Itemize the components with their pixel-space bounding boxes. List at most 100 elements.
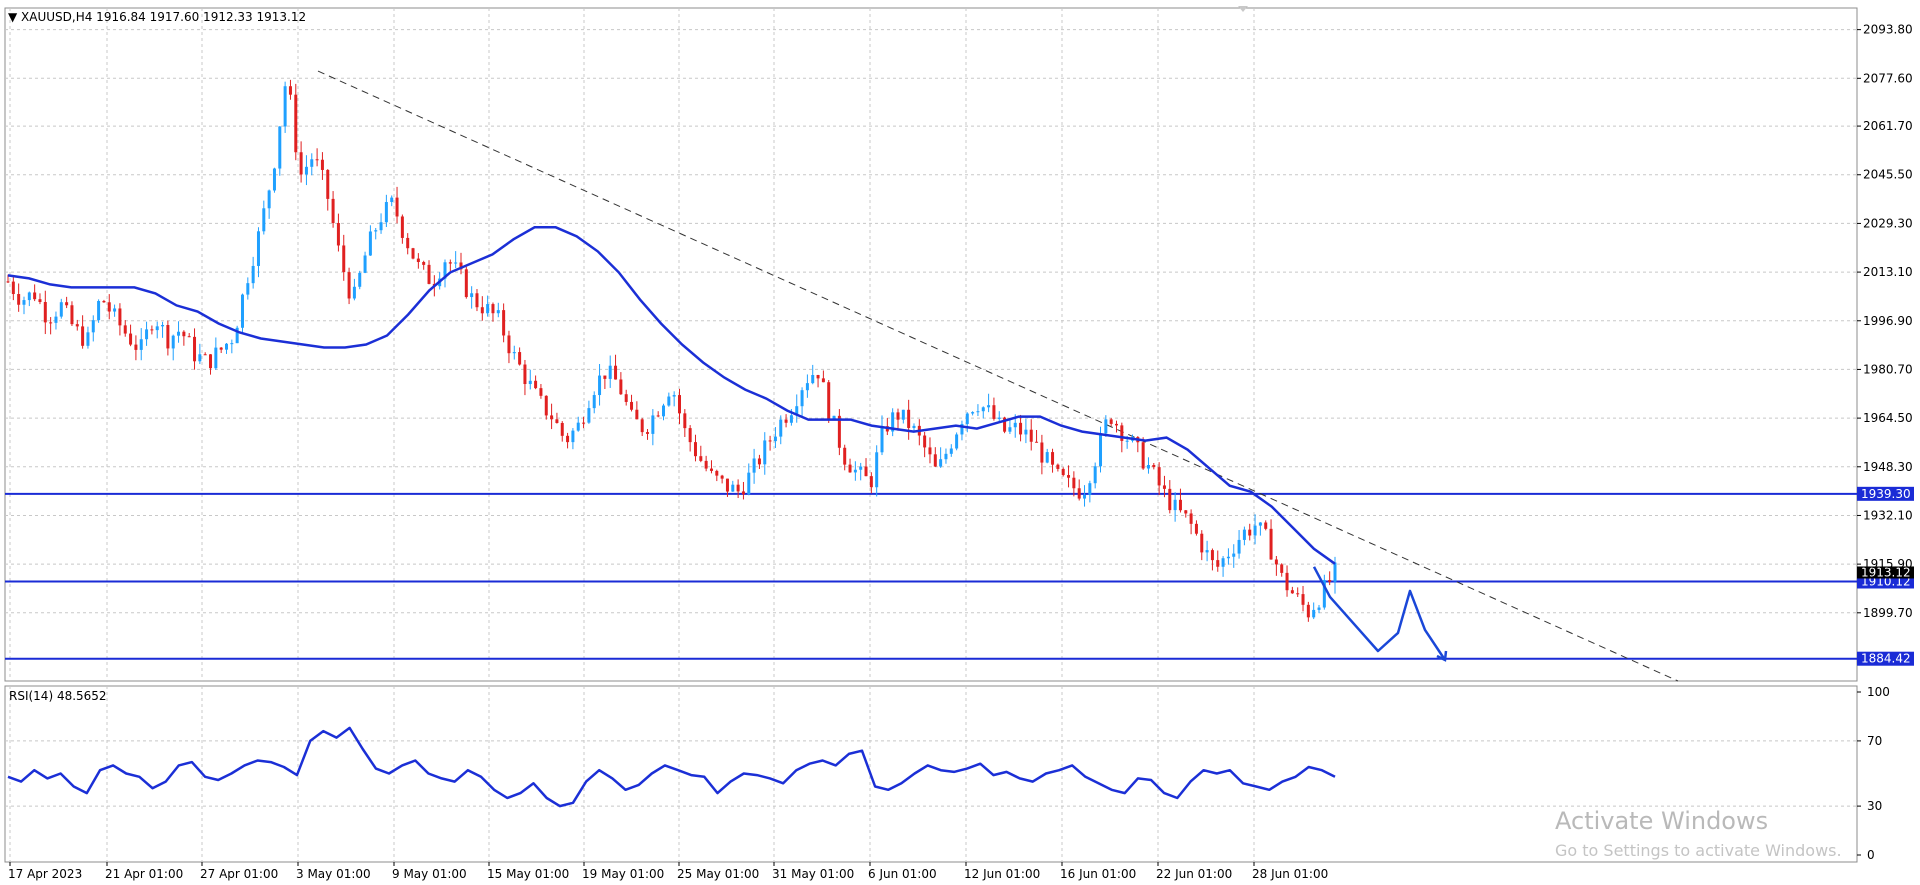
candle-body bbox=[1194, 523, 1198, 534]
candle-body bbox=[752, 458, 756, 473]
candle-body bbox=[368, 231, 372, 256]
candle-body bbox=[1109, 419, 1113, 424]
candle-body bbox=[304, 166, 308, 175]
candle-body bbox=[256, 231, 260, 266]
candle-body bbox=[550, 415, 554, 420]
candle-body bbox=[677, 395, 681, 414]
rsi-series bbox=[7, 726, 1336, 808]
candle-body bbox=[6, 281, 10, 283]
candle-body bbox=[582, 422, 586, 424]
candle-body bbox=[699, 456, 703, 461]
candle-body bbox=[614, 365, 618, 380]
time-tick-label: 9 May 01:00 bbox=[392, 867, 467, 881]
candle-body bbox=[214, 347, 218, 369]
candle-body bbox=[65, 302, 69, 306]
main-chart-pane[interactable] bbox=[4, 7, 1858, 682]
candle-body bbox=[688, 428, 692, 443]
candle-body bbox=[43, 301, 47, 323]
candle-body bbox=[987, 405, 991, 408]
current-price-badge bbox=[1857, 566, 1914, 579]
moving-average bbox=[7, 226, 1336, 565]
dashed-trendline[interactable] bbox=[317, 70, 1679, 682]
trendline[interactable] bbox=[317, 70, 1679, 682]
candle-body bbox=[1051, 452, 1055, 465]
price-tick-label: 2013.10 bbox=[1863, 265, 1913, 279]
watermark-subtitle: Go to Settings to activate Windows. bbox=[1555, 841, 1842, 860]
candle-body bbox=[923, 435, 927, 448]
price-level-badge bbox=[1857, 651, 1914, 666]
rsi-tick-label: 0 bbox=[1867, 848, 1875, 862]
candle-body bbox=[534, 380, 538, 389]
candle-body bbox=[859, 466, 863, 470]
candle-body bbox=[635, 409, 639, 420]
candle-body bbox=[1312, 609, 1316, 618]
price-axis[interactable]: 2093.80 2077.60 2061.70 2045.50 2029.30 2013.… bbox=[1857, 23, 1913, 620]
candle-body bbox=[1328, 580, 1332, 582]
time-tick-label: 27 Apr 01:00 bbox=[200, 867, 278, 881]
forecast-path[interactable] bbox=[1312, 566, 1447, 661]
candle-body bbox=[1099, 433, 1103, 467]
candle-body bbox=[1205, 550, 1209, 553]
candle-body bbox=[113, 308, 117, 312]
candle-body bbox=[667, 396, 671, 406]
candle-body bbox=[171, 335, 175, 349]
candle-body bbox=[1248, 529, 1252, 536]
candle-body bbox=[443, 262, 447, 279]
candle-body bbox=[406, 237, 410, 249]
candle-body bbox=[1040, 442, 1044, 463]
candle-body bbox=[17, 294, 21, 305]
candle-body bbox=[1285, 572, 1289, 591]
time-tick-label: 21 Apr 01:00 bbox=[105, 867, 183, 881]
candle-body bbox=[1242, 529, 1246, 540]
candle-body bbox=[336, 223, 340, 246]
candle-body bbox=[875, 452, 879, 488]
candle-body bbox=[971, 412, 975, 414]
candle-body bbox=[795, 406, 799, 416]
candle-body bbox=[278, 126, 282, 169]
candle-body bbox=[1280, 564, 1284, 573]
moving-average-line bbox=[7, 226, 1336, 565]
rsi-pane[interactable] bbox=[4, 685, 1858, 863]
candle-body bbox=[198, 354, 202, 362]
candle-body bbox=[805, 383, 809, 391]
price-tick-label: 2077.60 bbox=[1863, 71, 1913, 85]
candle-body bbox=[320, 159, 324, 170]
candle-body bbox=[358, 272, 362, 287]
price-tick-label: 2061.70 bbox=[1863, 119, 1913, 133]
candle-body bbox=[379, 222, 383, 231]
candle-body bbox=[384, 202, 388, 223]
candle-body bbox=[779, 419, 783, 437]
candle-body bbox=[464, 269, 468, 298]
candle-body bbox=[1141, 442, 1145, 469]
rsi-line bbox=[7, 726, 1336, 808]
chevron-down-icon[interactable] bbox=[1238, 6, 1248, 12]
candle-body bbox=[1104, 419, 1108, 434]
candle-body bbox=[129, 333, 133, 345]
rsi-axis: 0 30 70 100 bbox=[1857, 685, 1890, 862]
time-axis[interactable]: 17 Apr 2023 21 Apr 01:00 27 Apr 01:00 3 May… bbox=[8, 862, 1328, 881]
candle-body bbox=[1056, 464, 1060, 469]
candle-body bbox=[939, 459, 943, 467]
time-tick-label: 3 May 01:00 bbox=[296, 867, 371, 881]
candle-body bbox=[757, 458, 761, 465]
candle-body bbox=[1083, 494, 1087, 499]
candle-body bbox=[683, 413, 687, 429]
candle-body bbox=[225, 343, 229, 350]
candle-body bbox=[91, 320, 95, 333]
candle-body bbox=[310, 159, 314, 167]
forecast-arrow[interactable] bbox=[1312, 566, 1448, 662]
candle-body bbox=[395, 197, 399, 217]
candle-body bbox=[704, 460, 708, 469]
candle-body bbox=[1146, 465, 1150, 469]
candle-body bbox=[27, 292, 31, 301]
candle-body bbox=[992, 405, 996, 419]
rsi-title: RSI(14) 48.5652 bbox=[9, 689, 107, 703]
candle-body bbox=[1125, 440, 1129, 442]
price-tick-label: 1932.10 bbox=[1863, 508, 1913, 522]
candle-body bbox=[507, 335, 511, 354]
candle-body bbox=[555, 419, 559, 423]
candle-body bbox=[54, 316, 58, 323]
candle-body bbox=[70, 305, 74, 325]
